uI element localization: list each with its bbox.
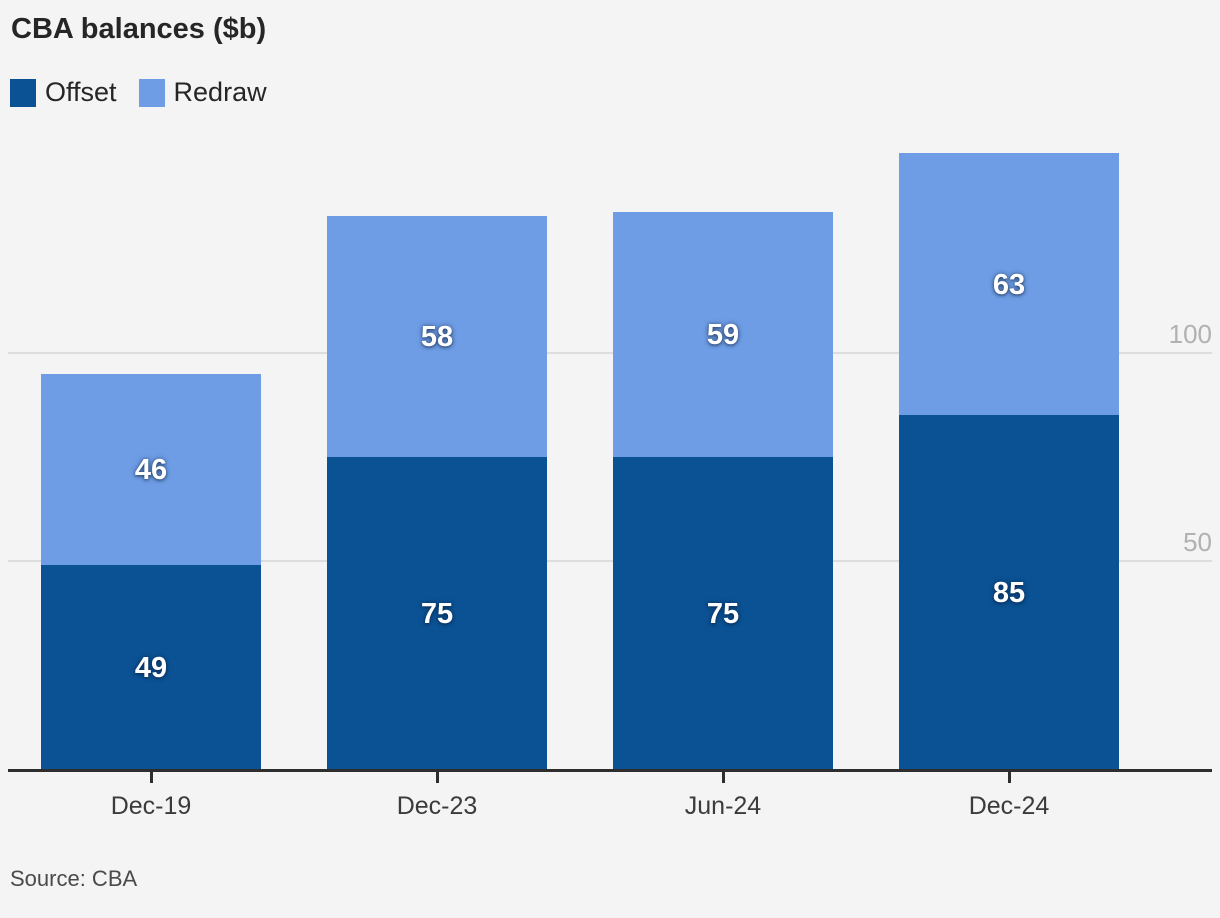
x-axis-line <box>8 769 1212 772</box>
y-tick-label: 100 <box>1168 319 1212 349</box>
bar-segment-redraw <box>613 211 833 457</box>
segment-value-label: 58 <box>420 321 454 354</box>
legend-swatch-redraw <box>138 78 165 107</box>
legend: Offset Redraw <box>10 77 267 108</box>
gridline <box>8 560 1212 562</box>
source-note: Source: CBA <box>10 866 138 891</box>
segment-value-label: 75 <box>706 598 740 630</box>
legend-label-redraw: Redraw <box>173 77 267 107</box>
y-tick-label: 50 <box>1183 527 1212 557</box>
bar-segment-redraw <box>899 153 1119 416</box>
gridline <box>8 352 1212 354</box>
segment-value-label: 59 <box>706 319 740 352</box>
x-tick-label: Dec-24 <box>968 792 1050 820</box>
legend-item-offset: Offset <box>10 77 117 108</box>
segment-value-label: 49 <box>134 652 168 685</box>
bar-segment-offset <box>613 457 833 769</box>
x-tick-label: Dec-23 <box>396 792 478 820</box>
chart-title: CBA balances ($b) <box>11 13 267 45</box>
bar-segment-offset <box>899 415 1119 769</box>
legend-swatch-offset <box>10 78 36 107</box>
x-tick <box>1007 772 1011 783</box>
bar-segment-offset <box>41 565 261 769</box>
segment-value-label: 85 <box>992 577 1026 610</box>
x-tick <box>149 772 153 783</box>
bar-segment-redraw <box>41 373 261 566</box>
x-tick-label: Dec-19 <box>110 792 192 820</box>
segment-value-label: 75 <box>420 598 454 630</box>
legend-label-offset: Offset <box>45 77 117 107</box>
segment-value-label: 46 <box>134 454 168 487</box>
bar-segment-offset <box>327 457 547 769</box>
segment-value-label: 63 <box>992 269 1026 302</box>
bar-segment-redraw <box>327 215 547 457</box>
legend-item-redraw: Redraw <box>138 77 267 108</box>
x-tick-label: Jun-24 <box>684 792 762 820</box>
x-tick <box>721 772 725 783</box>
x-tick <box>435 772 439 783</box>
